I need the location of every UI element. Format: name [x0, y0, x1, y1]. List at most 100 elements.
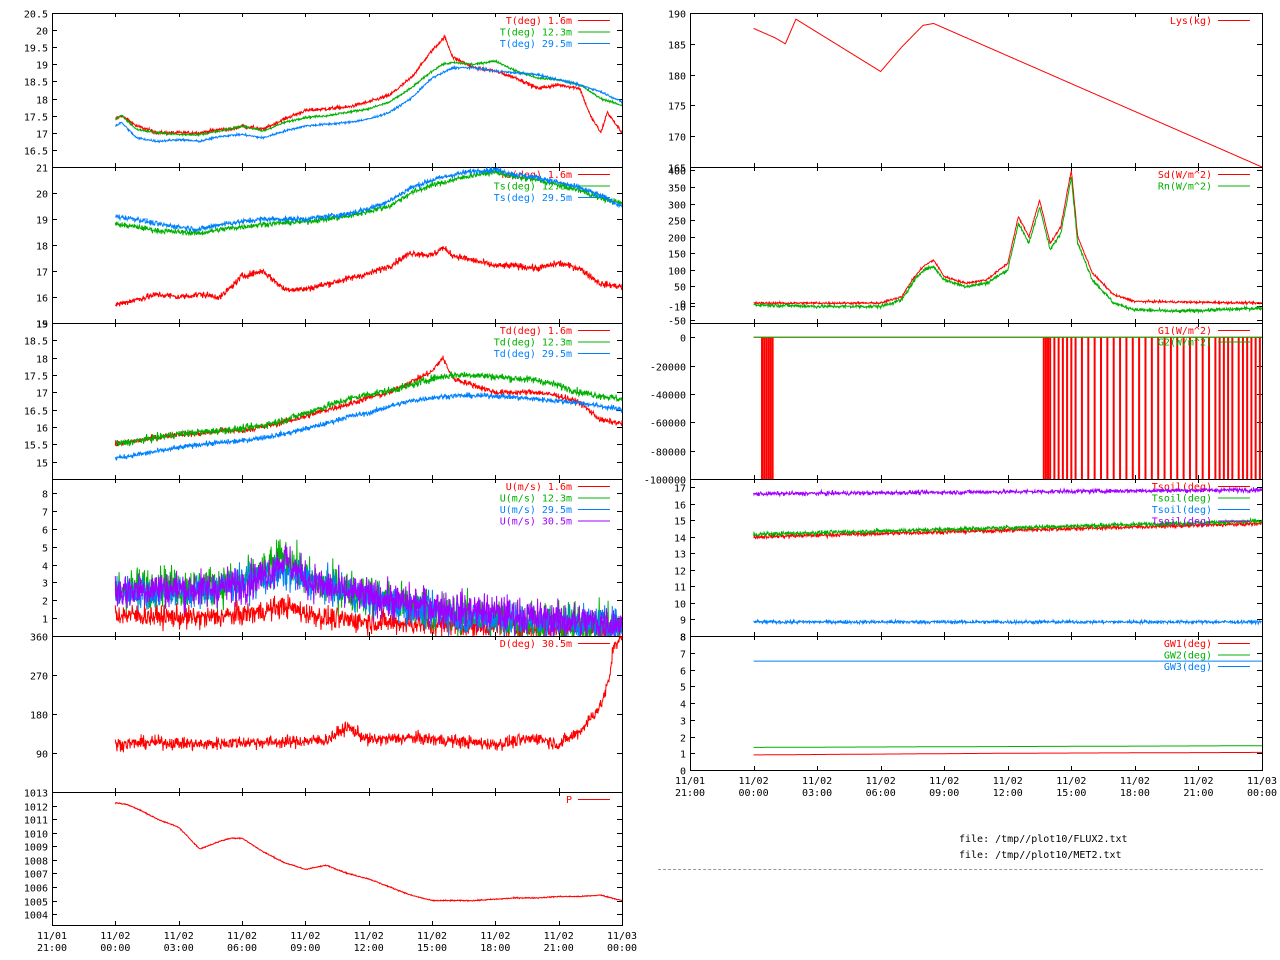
- y-tick-label: 360: [30, 633, 48, 644]
- x-tick-time: 15:00: [1056, 788, 1086, 799]
- y-tick-label: 0: [680, 300, 686, 311]
- legend-label: U(m/s) 12.3m: [500, 494, 572, 505]
- x-tick-date: 11/02: [417, 931, 447, 942]
- x-tick-date: 11/02: [1056, 776, 1086, 787]
- y-tick-label: 12: [674, 567, 686, 578]
- legend-label: Td(deg) 12.3m: [494, 338, 572, 349]
- y-tick-label: 2: [680, 734, 686, 745]
- y-tick-label: 250: [668, 217, 686, 228]
- x-tick-time: 12:00: [993, 788, 1023, 799]
- panel-wind: 1 2 3 4 5 6 7 8 U(m/s) 1.6mU(m/s) 12.3mU(m/s) 29…: [42, 479, 623, 638]
- series-gw-1: [753, 745, 1262, 748]
- y-tick-label: 8: [42, 490, 48, 501]
- y-tick-label: 180: [30, 711, 48, 722]
- y-tick-label: 270: [30, 672, 48, 683]
- legend-label: D(deg) 30.5m: [500, 639, 572, 650]
- y-tick-label: 13: [674, 550, 686, 561]
- series-ts-2: [115, 167, 623, 233]
- x-tick-date: 11/02: [164, 931, 194, 942]
- y-tick-label: 18: [36, 242, 48, 253]
- y-tick-label: -10: [668, 303, 686, 314]
- y-tick-label: 18: [36, 355, 48, 366]
- y-tick-label: 1007: [24, 870, 48, 881]
- legend-label: Ts(deg) 29.5m: [494, 193, 572, 204]
- series-ts-0: [114, 245, 623, 307]
- series-line: [753, 517, 1263, 538]
- x-tick-time: 03:00: [802, 788, 832, 799]
- series-temp-2: [115, 64, 623, 144]
- y-tick-label: 6: [680, 667, 686, 678]
- y-tick-label: 18.5: [24, 337, 48, 348]
- series-soil-1: [753, 517, 1263, 538]
- y-tick-label: 17: [36, 130, 48, 141]
- y-tick-label: -20000: [650, 363, 686, 374]
- series-wind-3: [114, 544, 623, 637]
- series-line: [114, 802, 623, 903]
- x-tick-date: 11/01: [37, 931, 67, 942]
- y-tick-label: 90: [36, 750, 48, 761]
- series-line: [114, 635, 623, 753]
- x-tick-time: 21:00: [37, 943, 67, 954]
- series-pres-0: [114, 802, 623, 903]
- y-tick-label: 4: [42, 562, 48, 573]
- y-tick-label: 1012: [24, 803, 48, 814]
- panel-frame: [52, 636, 623, 793]
- y-tick-label: 16.5: [24, 147, 48, 158]
- legend-label: Ts(deg) 12.3m: [494, 182, 572, 193]
- y-tick-label: 1013: [24, 789, 48, 800]
- y-tick-label: -50: [668, 317, 686, 328]
- x-tick-time: 09:00: [290, 943, 320, 954]
- y-tick-label: 175: [668, 102, 686, 113]
- series-line: [753, 745, 1262, 748]
- y-tick-label: 1004: [24, 911, 48, 922]
- y-tick-label: -100000: [644, 476, 686, 487]
- legend-label: T(deg) 1.6m: [506, 16, 572, 27]
- y-tick-label: 15.5: [24, 441, 48, 452]
- x-tick-date: 11/03: [607, 931, 637, 942]
- series-rad-0: [753, 170, 1263, 307]
- y-tick-label: 8: [680, 633, 686, 644]
- y-tick-label: 3: [42, 579, 48, 590]
- series-line: [115, 64, 623, 144]
- y-tick-label: 7: [680, 650, 686, 661]
- series-soil-2: [753, 618, 1263, 626]
- legend-label: U(m/s) 1.6m: [506, 482, 572, 493]
- y-tick-label: 17.5: [24, 113, 48, 124]
- y-tick-label: 1005: [24, 898, 48, 909]
- legend-label: Tsoil(deg): [1152, 505, 1212, 516]
- y-tick-label: 0: [680, 767, 686, 778]
- series-td-2: [114, 391, 623, 461]
- y-tick-label: 1: [680, 750, 686, 761]
- series-soil-3: [753, 486, 1263, 498]
- x-tick-date: 11/02: [354, 931, 384, 942]
- x-tick-date: 11/02: [866, 776, 896, 787]
- series-line: [753, 176, 1263, 315]
- y-tick-label: 9: [680, 616, 686, 627]
- y-tick-label: 17: [674, 484, 686, 495]
- x-tick-time: 09:00: [929, 788, 959, 799]
- y-tick-label: -40000: [650, 391, 686, 402]
- y-tick-label: 6: [42, 526, 48, 537]
- y-tick-label: 19.5: [24, 44, 48, 55]
- legend-label: Tsoil(deg): [1152, 517, 1212, 528]
- series-lys-0: [753, 18, 1263, 168]
- y-tick-label: 17: [36, 268, 48, 279]
- y-tick-label: 20: [36, 190, 48, 201]
- y-tick-label: 165: [668, 164, 686, 175]
- x-tick-time: 15:00: [417, 943, 447, 954]
- series-line: [753, 18, 1263, 168]
- y-tick-label: 17.5: [24, 372, 48, 383]
- x-tick-time: 21:00: [544, 943, 574, 954]
- y-tick-label: 1009: [24, 843, 48, 854]
- x-tick-date: 11/02: [544, 931, 574, 942]
- x-tick-date: 11/02: [1120, 776, 1150, 787]
- legend-label: GW2(deg): [1164, 651, 1212, 662]
- y-tick-label: 10: [674, 600, 686, 611]
- x-tick-time: 00:00: [100, 943, 130, 954]
- series-line: [753, 170, 1263, 307]
- x-tick-date: 11/02: [929, 776, 959, 787]
- series-line: [114, 391, 623, 461]
- x-tick-time: 12:00: [354, 943, 384, 954]
- series-dir-0: [114, 635, 623, 753]
